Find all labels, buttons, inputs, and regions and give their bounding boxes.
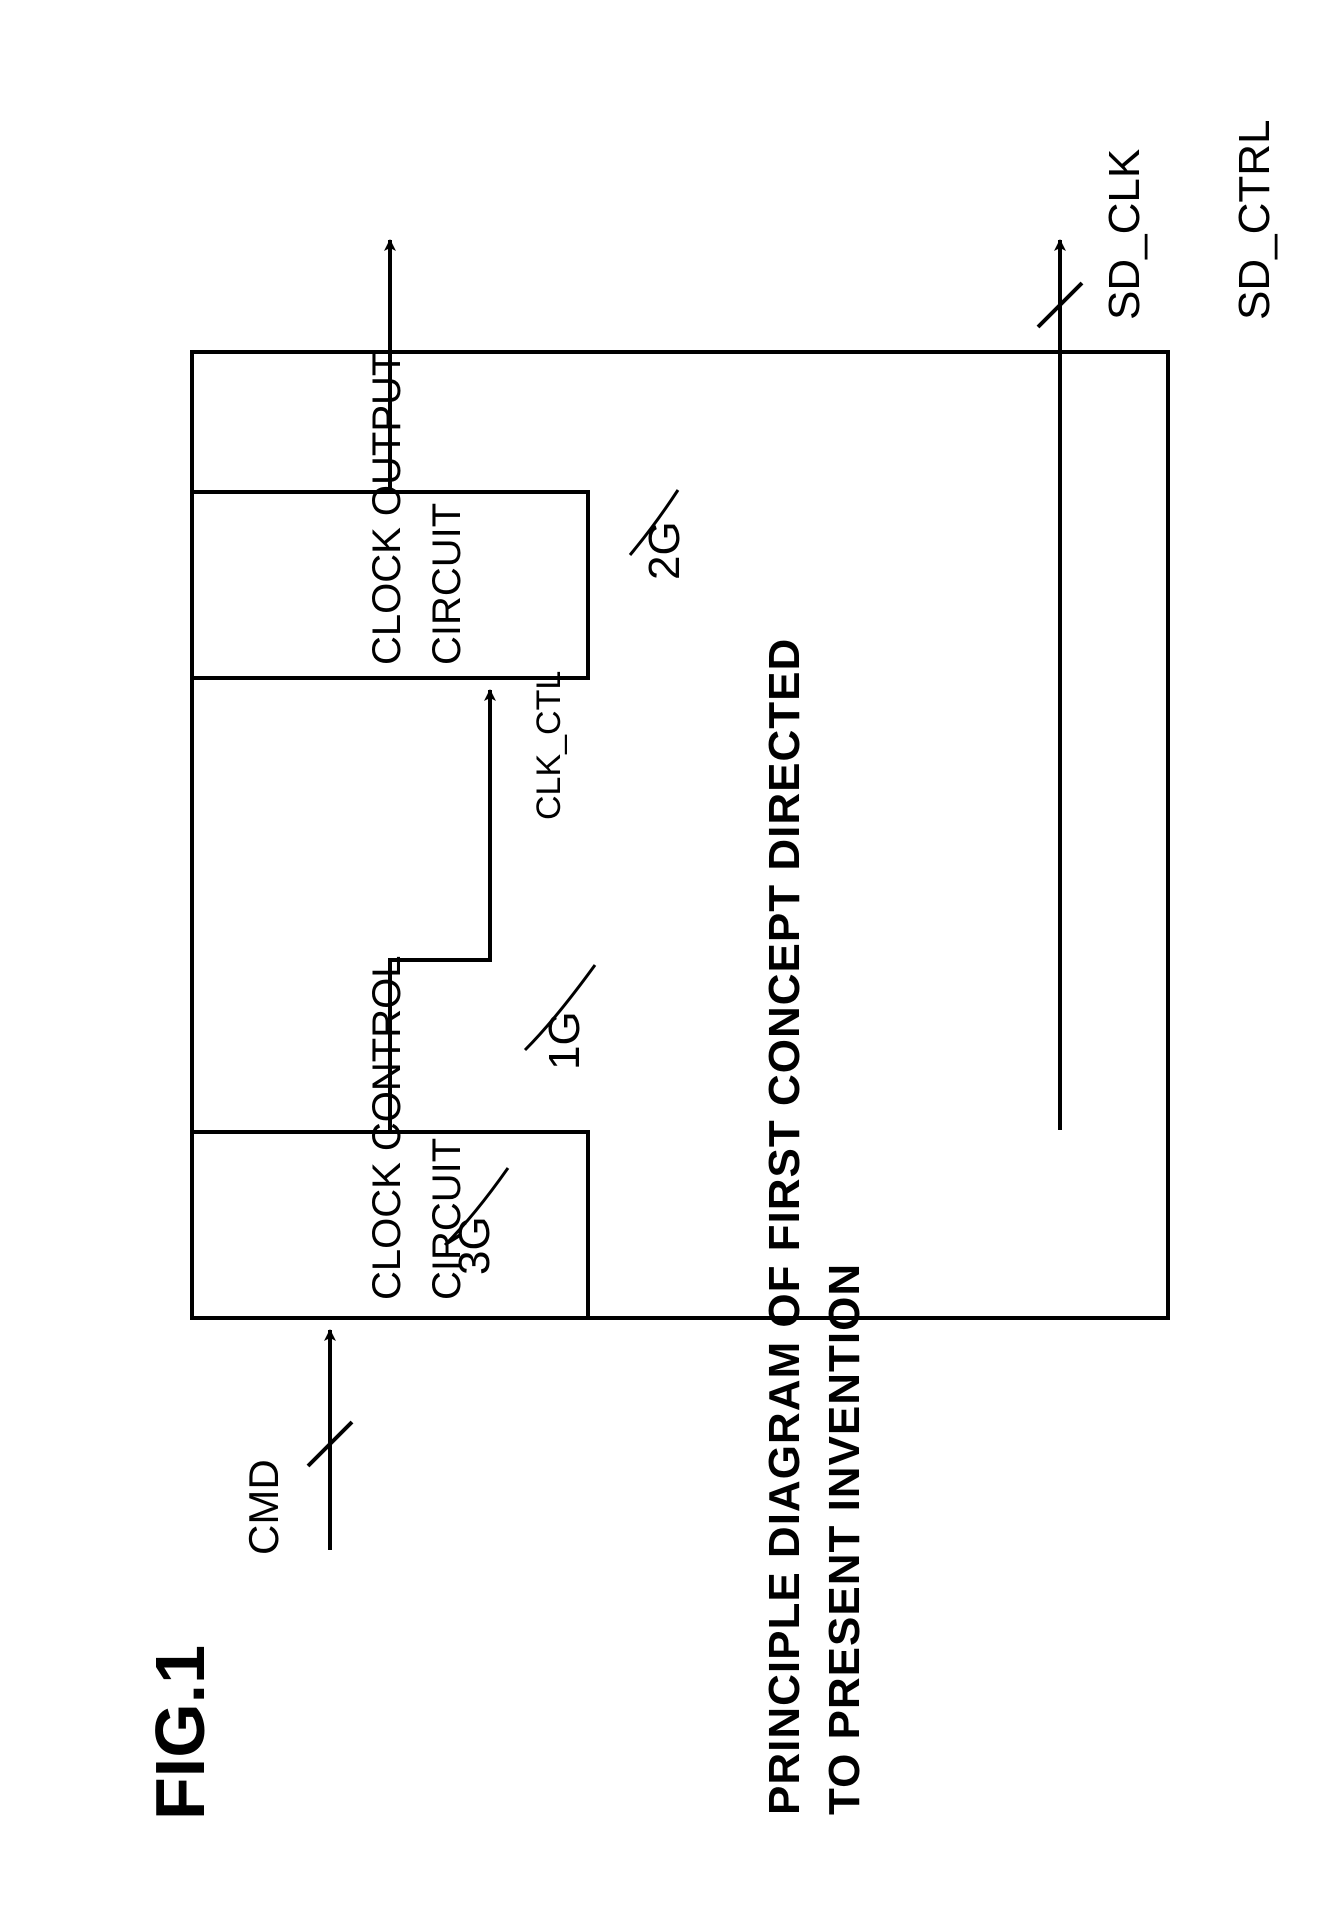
title-line-2: TO PRESENT INVENTION [820,1263,870,1815]
clock-output-line2: CIRCUIT [425,503,470,665]
page: FIG.1 PRINCIPLE DIAGRAM OF FIRST CONCEPT… [0,0,1321,1920]
signal-sd-ctrl: SD_CTRL [1230,120,1280,321]
clock-output-line1: CLOCK OUTPUT [365,352,410,665]
ref-2g: 2G [640,521,690,580]
slash-sd-ctrl [1038,283,1082,327]
ref-1g: 1G [540,1011,590,1070]
signal-clk-ctl: CLK_CTL [530,671,569,820]
figure-label: FIG.1 [140,1645,220,1820]
slash-cmd [308,1422,352,1466]
ref-3g: 3G [450,1216,500,1275]
signal-sd-clk: SD_CLK [1100,149,1150,320]
signal-cmd: CMD [240,1459,288,1555]
clock-control-line1: CLOCK CONTROL [365,956,410,1301]
